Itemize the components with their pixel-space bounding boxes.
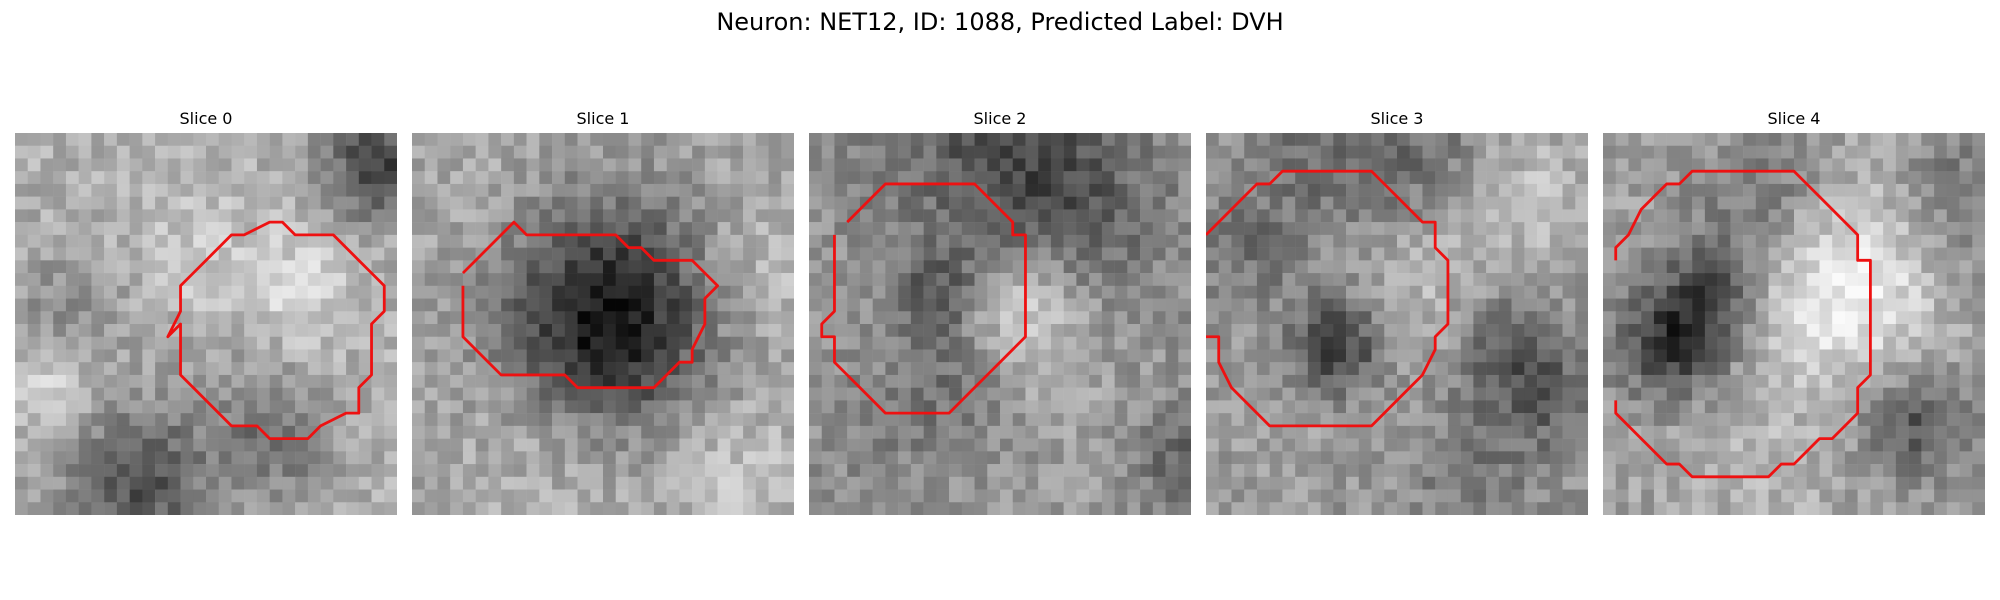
pixel-grid-1 — [412, 133, 794, 515]
slice-panel-0: Slice 0 — [15, 108, 397, 515]
pixel-grid-4 — [1603, 133, 1985, 515]
roi-contour-0 — [166, 220, 386, 441]
slice-image-2 — [809, 133, 1191, 515]
slice-title-2: Slice 2 — [973, 109, 1027, 128]
slice-panel-4: Slice 4 — [1603, 108, 1985, 515]
pixel-grid-3 — [1206, 133, 1588, 515]
slice-panel-3: Slice 3 — [1206, 108, 1588, 515]
roi-contour-2 — [820, 182, 1027, 415]
pixel-grid-2 — [809, 133, 1191, 515]
figure-title: Neuron: NET12, ID: 1088, Predicted Label… — [716, 8, 1284, 36]
slice-panel-2: Slice 2 — [809, 108, 1191, 515]
slice-title-1: Slice 1 — [576, 109, 630, 128]
slice-image-3 — [1206, 133, 1588, 515]
slice-title-0: Slice 0 — [179, 109, 233, 128]
roi-contour-1 — [461, 220, 720, 390]
slice-image-1 — [412, 133, 794, 515]
slice-image-0 — [15, 133, 397, 515]
roi-contour-4 — [1614, 169, 1872, 479]
slice-title-4: Slice 4 — [1767, 109, 1821, 128]
slice-image-4 — [1603, 133, 1985, 515]
pixel-grid-0 — [15, 133, 397, 515]
slice-panel-1: Slice 1 — [412, 108, 794, 515]
slice-title-3: Slice 3 — [1370, 109, 1424, 128]
roi-contour-3 — [1206, 169, 1450, 428]
